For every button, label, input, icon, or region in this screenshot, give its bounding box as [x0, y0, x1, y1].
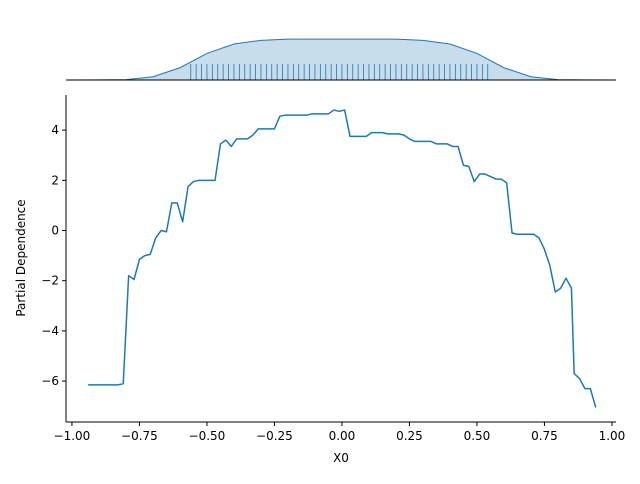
y-tick-label: −2 — [41, 274, 59, 288]
y-axis-label: Partial Dependence — [14, 199, 28, 316]
x-tick-label: 0.75 — [531, 429, 558, 443]
y-tick-label: −6 — [41, 374, 59, 388]
x-tick-label: 0.00 — [329, 429, 356, 443]
x-tick-label: 0.50 — [464, 429, 491, 443]
y-tick-label: 2 — [51, 173, 59, 187]
x-axis-label: X0 — [333, 451, 349, 465]
y-tick-label: 0 — [51, 224, 59, 238]
x-tick-label: 1.00 — [599, 429, 626, 443]
x-tick-label: −0.50 — [189, 429, 226, 443]
x-tick-label: −1.00 — [54, 429, 91, 443]
y-tick-label: 4 — [51, 123, 59, 137]
x-tick-label: 0.25 — [396, 429, 423, 443]
kde-area — [66, 39, 616, 80]
x-tick-label: −0.25 — [256, 429, 293, 443]
x-tick-label: −0.75 — [121, 429, 158, 443]
kde-line — [66, 38, 617, 81]
y-tick-label: −4 — [41, 324, 59, 338]
pd-line — [88, 109, 597, 408]
